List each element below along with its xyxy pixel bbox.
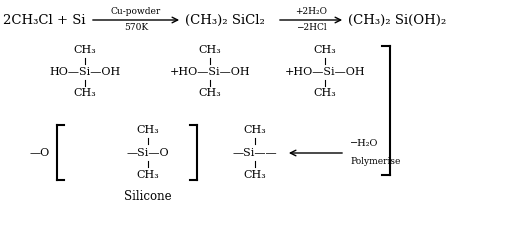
Text: CH₃: CH₃: [74, 45, 97, 55]
Text: +HO—Si—OH: +HO—Si—OH: [285, 67, 365, 77]
Text: HO—Si—OH: HO—Si—OH: [50, 67, 121, 77]
Text: CH₃: CH₃: [314, 88, 336, 98]
Text: −H₂O: −H₂O: [350, 140, 378, 149]
Text: (CH₃)₂ SiCl₂: (CH₃)₂ SiCl₂: [185, 13, 265, 27]
Text: CH₃: CH₃: [314, 45, 336, 55]
Text: 2CH₃Cl + Si: 2CH₃Cl + Si: [3, 13, 85, 27]
Text: −2HCl: −2HCl: [296, 22, 327, 31]
Text: CH₃: CH₃: [244, 125, 266, 135]
Text: (CH₃)₂ Si(OH)₂: (CH₃)₂ Si(OH)₂: [348, 13, 446, 27]
Text: CH₃: CH₃: [74, 88, 97, 98]
Text: CH₃: CH₃: [199, 45, 221, 55]
Text: CH₃: CH₃: [136, 125, 159, 135]
Text: CH₃: CH₃: [199, 88, 221, 98]
Text: —Si——: —Si——: [233, 148, 277, 158]
Text: Cu-powder: Cu-powder: [111, 7, 161, 16]
Text: 570K: 570K: [124, 22, 148, 31]
Text: CH₃: CH₃: [244, 170, 266, 180]
Text: —O: —O: [30, 148, 50, 158]
Text: Polymerise: Polymerise: [350, 156, 401, 165]
Text: —Si—O: —Si—O: [127, 148, 169, 158]
Text: +HO—Si—OH: +HO—Si—OH: [170, 67, 250, 77]
Text: CH₃: CH₃: [136, 170, 159, 180]
Text: +2H₂O: +2H₂O: [295, 7, 327, 16]
Text: Silicone: Silicone: [124, 189, 172, 203]
